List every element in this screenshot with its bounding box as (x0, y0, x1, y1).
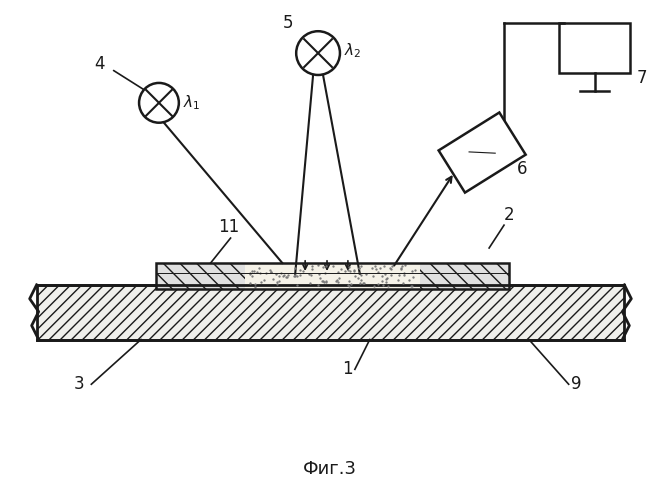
Text: Фиг.3: Фиг.3 (303, 460, 357, 478)
Circle shape (139, 83, 179, 122)
Text: 4: 4 (94, 55, 104, 73)
Polygon shape (439, 112, 525, 192)
Text: $\lambda_2$: $\lambda_2$ (344, 41, 362, 60)
Bar (245, 263, 420, 289)
Bar (156, 263, 509, 289)
Text: 1: 1 (342, 360, 353, 378)
Text: 5: 5 (282, 14, 293, 32)
Text: 6: 6 (517, 160, 527, 178)
Circle shape (296, 31, 340, 75)
Bar (156, 263, 509, 289)
Text: 3: 3 (74, 375, 85, 393)
Bar (156, 263, 245, 289)
Text: 9: 9 (571, 375, 582, 393)
Text: $\lambda_1$: $\lambda_1$ (183, 94, 200, 112)
Bar (559, 24, 631, 73)
Text: 7: 7 (637, 69, 647, 87)
Bar (36, 285, 625, 340)
Bar (420, 263, 509, 289)
Text: 2: 2 (504, 206, 514, 224)
Text: 11: 11 (218, 218, 239, 236)
